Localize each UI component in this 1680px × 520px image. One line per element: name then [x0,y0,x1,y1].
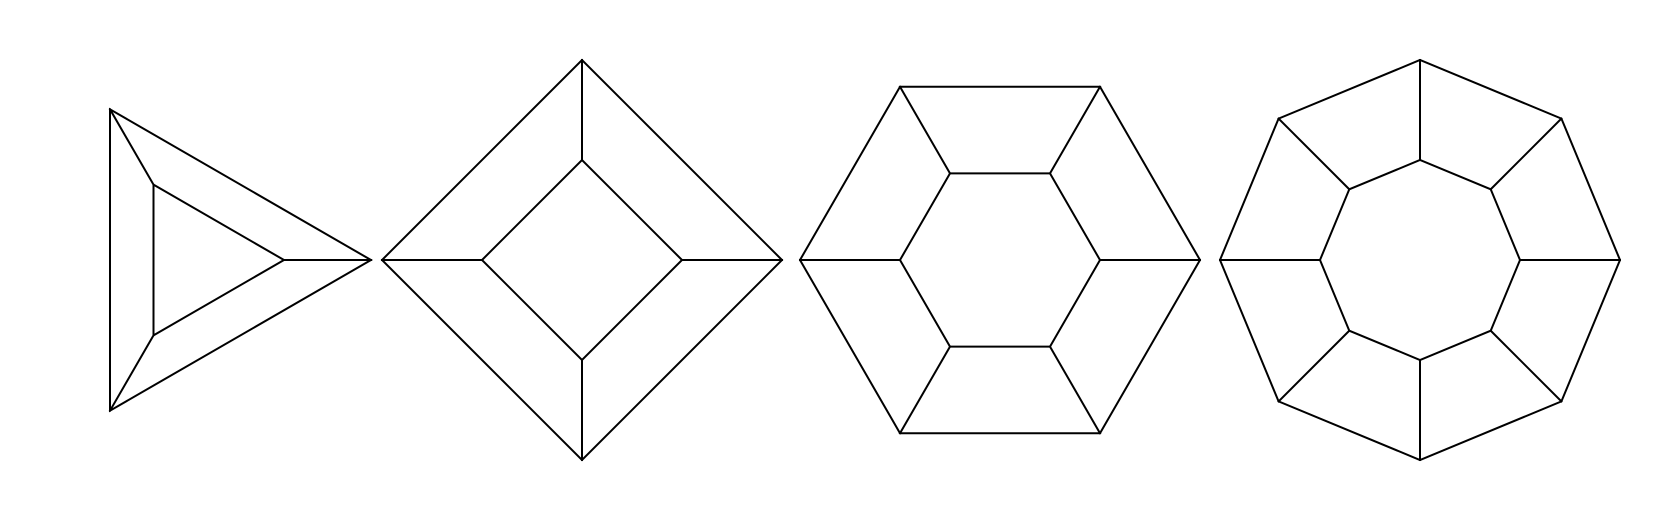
octagon-connector-line [1489,329,1563,403]
octagon-inner-polygon [1318,158,1522,362]
triangle-connector-line [108,107,155,187]
triangle-inner-polygon [152,182,287,338]
hexagon-inner-polygon [898,172,1102,348]
hexagon-connector-line [898,345,952,435]
triangle-figure [108,107,373,413]
square-inner-polygon [480,158,684,362]
octagon-figure [1218,58,1622,462]
square-figure [380,58,784,462]
octagon-connector-line [1277,329,1351,403]
hexagon-connector-line [1048,85,1102,175]
hexagon-connector-line [898,85,952,175]
octagon-connector-line [1489,117,1563,191]
octagon-connector-line [1277,117,1351,191]
hexagon-figure [798,85,1202,435]
triangle-outer-polygon [109,107,373,413]
hexagon-connector-line [1048,345,1102,435]
triangle-connector-line [108,333,155,413]
